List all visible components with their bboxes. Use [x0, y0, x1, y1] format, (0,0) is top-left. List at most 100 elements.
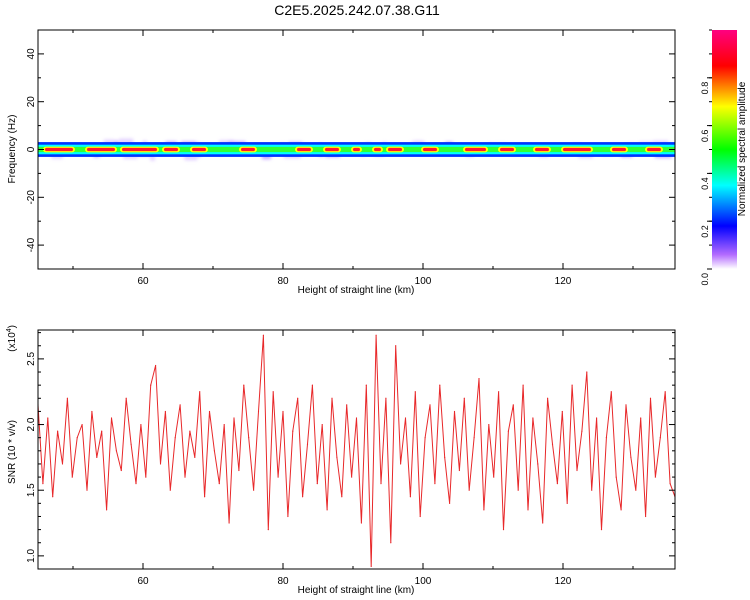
snr-point: [365, 384, 367, 386]
snr-point: [101, 430, 103, 432]
snr-point: [257, 410, 260, 413]
snr-point: [434, 483, 436, 485]
snr-point: [169, 489, 171, 491]
spectrogram-y-tick-label: 0: [26, 146, 37, 152]
snr-point: [155, 364, 157, 367]
snr-point: [140, 423, 142, 426]
snr-point: [61, 463, 64, 465]
snr-point: [355, 417, 358, 419]
snr-point: [458, 469, 460, 472]
snr-point: [605, 437, 608, 439]
snr-point: [395, 345, 397, 347]
snr-point: [488, 423, 490, 426]
band-hot-core: [612, 147, 626, 152]
snr-point: [233, 417, 235, 419]
snr-point: [326, 509, 328, 511]
snr-point: [444, 456, 446, 458]
spectrogram-x-ticks: 60 80 100 120: [72, 30, 634, 287]
snr-point: [130, 443, 132, 445]
snr-point: [199, 391, 201, 393]
snr-point: [620, 509, 622, 511]
snr-frame: [37, 329, 676, 570]
band-hot-core: [122, 147, 157, 152]
spectrogram-y-ticks: -40 -20 0 20 40: [26, 29, 675, 270]
snr-x-tick-label: 100: [415, 576, 432, 587]
snr-point: [527, 509, 529, 511]
spectrogram-y-tick-label: -40: [26, 237, 37, 252]
band-hot-core: [87, 147, 115, 152]
spectrogram-x-tick-label: 80: [277, 276, 289, 287]
snr-point: [179, 404, 181, 406]
snr-point: [57, 430, 59, 432]
band-hot-segments: [43, 146, 663, 153]
snr-scale-label: (x104): [6, 325, 18, 352]
snr-x-tick-label: 80: [277, 576, 289, 587]
snr-point: [213, 450, 215, 452]
snr-point: [110, 417, 113, 419]
snr-point: [228, 522, 230, 524]
snr-point: [649, 397, 652, 399]
snr-point: [189, 430, 191, 432]
snr-y-tick-label: 1.0: [26, 548, 37, 562]
snr-point: [208, 410, 211, 413]
snr-x-label: Height of straight line (km): [298, 585, 415, 596]
snr-point: [341, 496, 343, 498]
snr-point: [321, 423, 323, 426]
snr-point: [551, 443, 554, 445]
band-hot-core: [297, 147, 311, 152]
snr-y-label: SNR (10 * v/v): [7, 420, 18, 484]
snr-point: [424, 437, 426, 439]
snr-point: [537, 463, 539, 465]
band-hot-core: [45, 147, 73, 152]
snr-point: [174, 437, 176, 439]
snr-point: [463, 397, 465, 399]
spectrogram-y-tick-label: 20: [26, 96, 37, 108]
snr-point: [635, 489, 637, 491]
snr-point: [306, 443, 309, 445]
snr-point: [218, 483, 220, 485]
snr-point: [654, 476, 657, 478]
snr-point: [316, 483, 318, 485]
snr-point: [591, 489, 593, 491]
snr-point: [561, 410, 563, 413]
snr-point: [532, 417, 534, 419]
snr-point: [184, 476, 186, 478]
snr-point: [297, 397, 299, 399]
band-hot-core: [388, 147, 402, 152]
band-hot-core: [500, 147, 514, 152]
snr-point: [47, 417, 49, 419]
snr-point: [370, 565, 372, 567]
snr-point: [478, 377, 480, 380]
chart-title: C2E5.2025.242.07.38.G11: [274, 2, 440, 18]
spectrogram-x-label: Height of straight line (km): [298, 285, 415, 296]
snr-point: [248, 437, 250, 439]
snr-point: [360, 522, 362, 524]
snr-point: [645, 515, 647, 518]
colorbar-tick-label: 0.0: [700, 273, 710, 286]
band-hot-core: [423, 147, 437, 152]
band-hot-core: [535, 147, 549, 152]
snr-point: [66, 397, 68, 399]
snr-point: [586, 371, 588, 373]
snr-point: [287, 515, 289, 518]
snr-point: [267, 529, 269, 531]
snr-point: [346, 404, 348, 406]
snr-point: [576, 469, 578, 472]
snr-point: [468, 489, 470, 491]
band-hot-core: [192, 147, 206, 152]
colorbar-tick-label: 0.2: [700, 225, 710, 238]
snr-point: [615, 476, 617, 478]
snr-point: [81, 423, 83, 426]
snr-point: [159, 463, 162, 465]
snr-point: [311, 384, 313, 386]
band-hot-core: [241, 147, 255, 152]
snr-point: [277, 476, 279, 478]
snr-point: [120, 469, 122, 472]
snr-point: [42, 483, 44, 485]
snr-point: [414, 391, 416, 393]
snr-point: [547, 397, 549, 399]
snr-plot-area: [38, 330, 675, 569]
snr-y-tick-label: 2.5: [26, 352, 37, 366]
